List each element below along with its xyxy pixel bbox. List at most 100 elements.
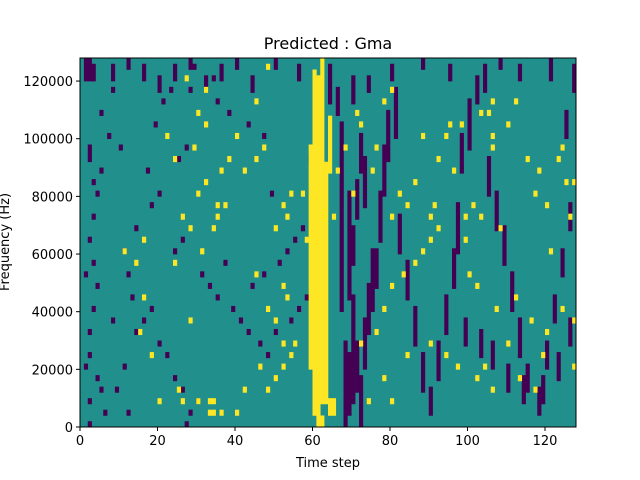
heatmap-cell-low [215,294,220,301]
heatmap-cell-high [471,202,476,209]
y-tick-label: 120000 [23,75,73,90]
heatmap-cell-low [362,317,368,370]
heatmap-cell-low [262,132,267,140]
heatmap-cell-low [142,63,147,82]
heatmap-cell-low [91,213,96,220]
heatmap-cell-low [297,305,302,312]
heatmap-cell-high [397,190,402,197]
heatmap-cell-low [405,259,410,301]
heatmap-cell-high [204,179,209,186]
heatmap-cell-low [564,109,569,140]
x-tick-label: 0 [76,434,84,449]
heatmap-cell-low [378,190,383,243]
heatmap-cell-low [366,282,371,336]
heatmap-cell-high [475,375,480,382]
heatmap-cell-high [405,352,410,359]
y-tick-label: 0 [65,421,73,436]
heatmap-cell-high [273,317,278,324]
heatmap-cell-high [266,63,271,70]
heatmap-cell-high [192,144,197,151]
heatmap-cell-low [95,190,100,197]
heatmap-cell-high [180,213,185,220]
heatmap-cell-low [180,236,185,243]
heatmap-cell-high [390,213,395,220]
heatmap-cell-low [114,386,120,393]
heatmap-cell-low [262,271,267,278]
x-tick-label: 120 [533,434,558,449]
heatmap-cell-high [331,398,337,416]
heatmap-cell-high [142,294,147,301]
heatmap-cell-low [510,271,515,312]
heatmap-cell-high [455,363,461,370]
x-axis-label: Time step [295,456,360,471]
heatmap-cell-low [502,225,507,266]
heatmap-cell-low [122,363,127,370]
heatmap-cell-high [413,259,418,266]
heatmap-cell-high [479,109,484,116]
heatmap-cell-high [223,202,228,209]
heatmap-cell-high [545,328,550,336]
heatmap-cell-high [545,202,550,209]
heatmap-cell-low [107,132,112,140]
chart-title: Predicted : Gma [264,34,392,53]
heatmap-cell-high [514,98,519,105]
heatmap-cell-low [436,340,441,382]
heatmap-cell-low [126,58,131,70]
heatmap-cell-high [215,213,220,220]
heatmap-cell-high [514,294,519,301]
heatmap-cell-low [145,167,151,174]
heatmap-cell-low [231,305,236,312]
heatmap-cell-high [200,248,205,255]
heatmap-cell-high [506,121,511,128]
heatmap-cell-high [196,398,201,405]
heatmap-cell-high [289,352,294,359]
heatmap-cell-low [165,352,170,359]
heatmap-cell-high [564,179,569,186]
heatmap-cell-low [87,144,92,163]
heatmap-cell-high [432,202,437,209]
heatmap-cell-high [490,132,495,140]
heatmap-cell-high [196,190,201,197]
heatmap-cell-low [548,58,554,82]
heatmap-cell-high [304,236,309,243]
heatmap-cell-high [273,375,278,382]
heatmap-cell-high [320,58,325,405]
x-tick-label: 100 [455,434,480,449]
heatmap-cell-high [560,305,565,312]
heatmap-cell-low [552,294,557,324]
heatmap-cell-low [173,375,178,382]
heatmap-cell-high [266,386,271,393]
heatmap-cell-high [444,352,449,359]
heatmap-cell-high [312,69,317,416]
heatmap-cell-high [219,167,224,174]
heatmap-cell-low [173,63,178,82]
heatmap-cell-high [176,386,182,393]
heatmap-cell-low [246,121,251,128]
heatmap-cell-high [266,305,271,312]
heatmap-cell-high [196,109,201,116]
heatmap-cell-high [258,363,263,370]
heatmap-cell-low [506,363,511,393]
heatmap-cell-low [200,271,205,278]
heatmap-cell-high [537,167,542,174]
heatmap-cell-high [428,213,433,220]
heatmap-cell-low [184,421,189,428]
heatmap-cell-high [211,398,216,405]
heatmap-cell-high [281,363,286,370]
heatmap-cell-high [463,236,468,243]
heatmap-cell-low [207,282,213,289]
heatmap-cell-high [211,225,216,232]
heatmap-cell-high [359,340,364,347]
heatmap-cell-low [467,98,472,151]
heatmap-cell-low [452,248,457,289]
heatmap-cell-low [355,179,360,220]
heatmap-cell-low [250,75,255,93]
heatmap-cell-high [436,156,441,163]
heatmap-cell-high [494,305,499,312]
heatmap-cell-high [157,398,162,405]
heatmap-cell-high [142,236,147,243]
heatmap-cell-low [397,213,402,255]
heatmap-cell-low [91,63,96,82]
heatmap-cell-high [572,363,577,370]
